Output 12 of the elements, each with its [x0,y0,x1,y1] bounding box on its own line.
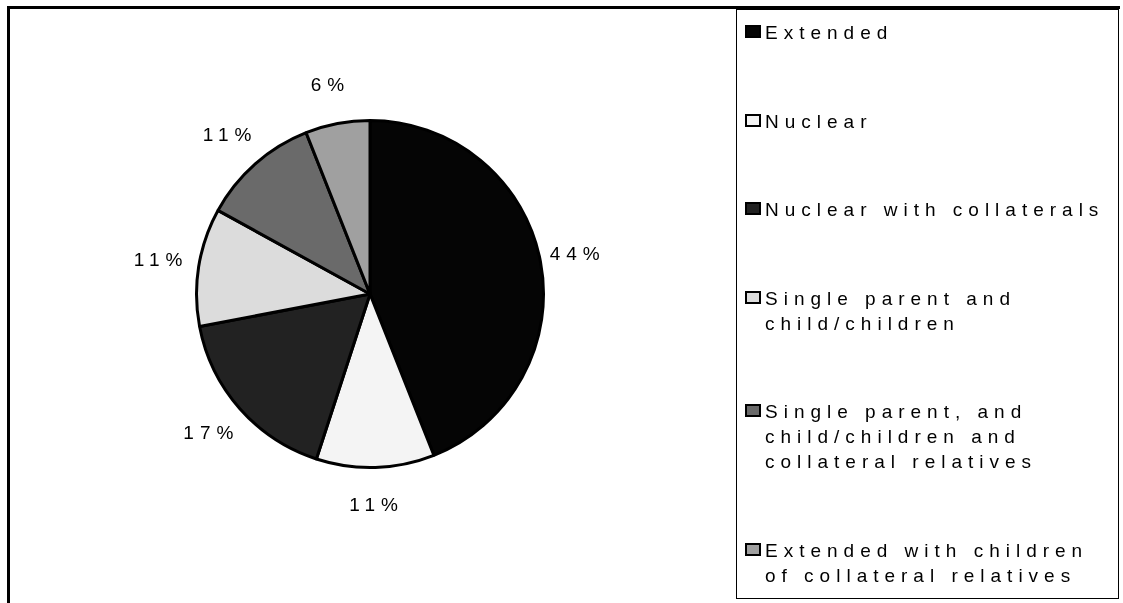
data-label: 11% [349,493,404,515]
data-label: 11% [133,249,189,271]
data-label: 6% [310,74,351,96]
legend-label: Single parent and child/children [765,286,1017,336]
legend-label: Extended [765,21,894,45]
legend-label: Nuclear [765,109,873,134]
data-label: 44% [549,242,606,264]
legend-label: Nuclear with collaterals [765,198,1105,223]
data-label: 17% [183,422,240,444]
data-label: 11% [202,123,258,145]
legend-label: Extended with children of collateral relatives [765,538,1090,588]
legend-label: Single parent, and child/children and collateral relatives [765,400,1039,475]
